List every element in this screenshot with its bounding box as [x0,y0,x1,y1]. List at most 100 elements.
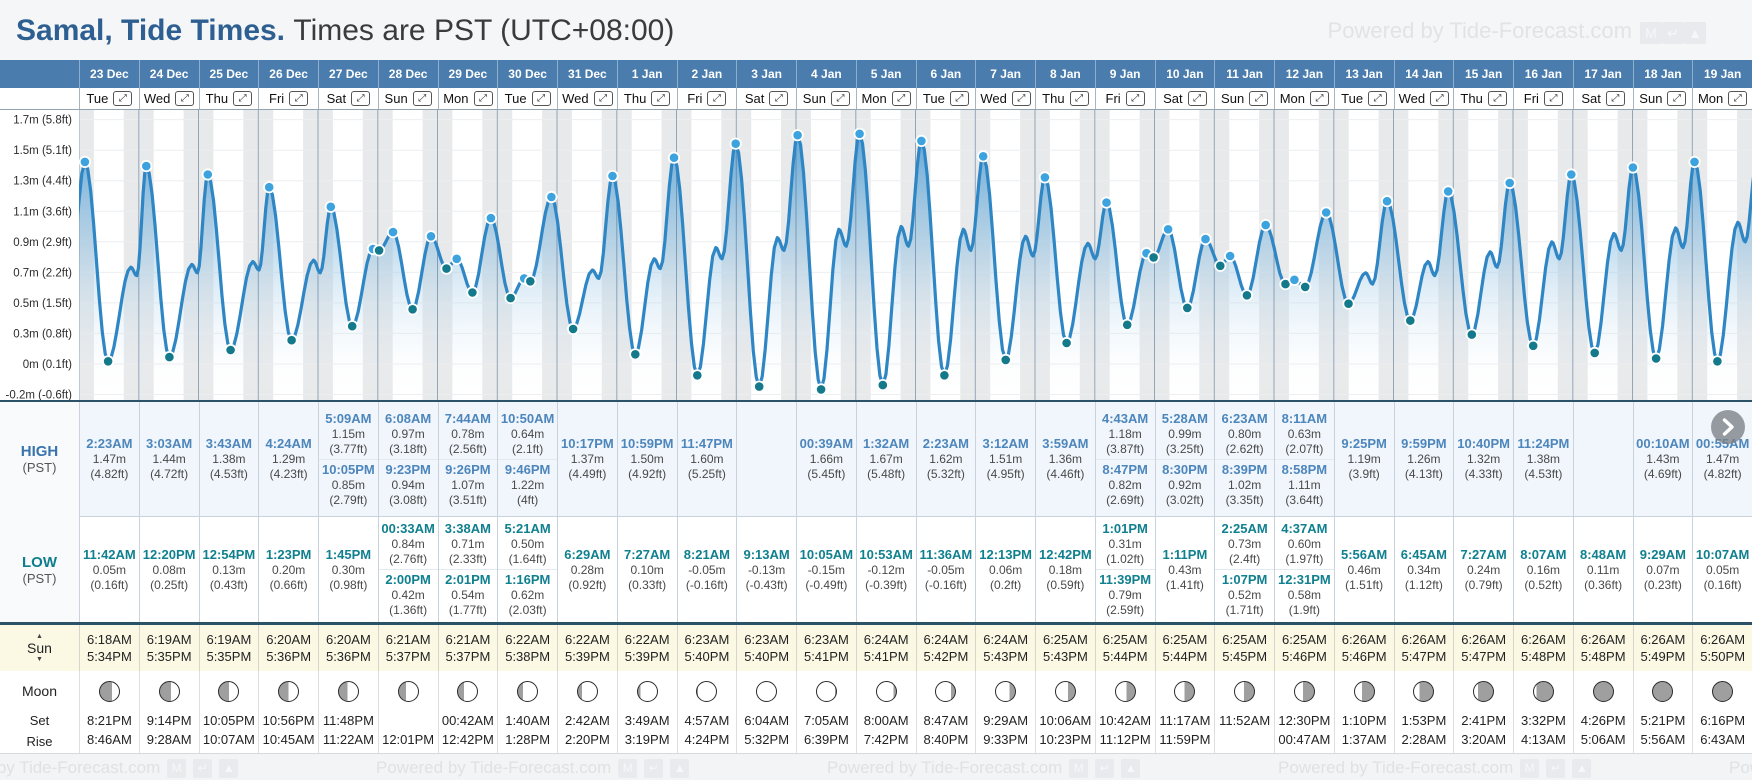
weekday-cell: Thu ⤢ [198,88,259,109]
expand-day-button[interactable]: ⤢ [1605,91,1625,106]
moonset-time-cell: 1:53PM [1393,711,1454,730]
high-tide-cell: 00:10AM 1.43m (4.69ft) [1632,402,1693,516]
weekday-cell: Sun ⤢ [377,88,438,109]
expand-day-button[interactable]: ⤢ [707,91,727,106]
expand-day-button[interactable]: ⤢ [1125,91,1145,106]
expand-day-button[interactable]: ⤢ [949,91,969,106]
footer-watermark-text: Powered by Tide-Forecast.com [376,758,612,777]
high-tide-point [853,127,866,140]
weekday-label: Mon [861,91,887,106]
low-tide-cell: 3:38AM 0.71m (2.33ft) 2:01PM 0.54m (1.77ft) [437,516,498,622]
expand-day-button[interactable]: ⤢ [651,91,671,106]
date-cell: 6 Jan [915,60,976,88]
high-tide-point [79,155,91,168]
moon-phase-icon [1234,680,1256,702]
moonrise-time-cell: 00:47AM [1274,730,1334,753]
tide-entry: 8:11AM 0.63m (2.07ft) [1281,410,1328,456]
next-days-button[interactable] [1711,410,1745,444]
sunrise-time: 6:23AM [684,632,730,647]
high-tide-cell: 5:28AM 0.99m (3.25ft) 8:30PM 0.92m (3.02ft) [1154,402,1215,516]
low-tide-cell: 2:25AM 0.73m (2.4ft) 1:07PM 0.52m (1.71ft) [1214,516,1274,622]
tide-entry: 3:59AM 1.36m (4.46ft) [1042,436,1089,481]
tide-curve-svg: 1.7m (5.8ft) 1.5m (5.1ft) 1.3m (4.4ft) 1.1m… [6,110,1752,402]
high-tide-cell: 3:03AM 1.44m (4.72ft) [138,402,199,516]
timezone-subtitle: Times are PST (UTC+08:00) [293,14,675,47]
weekday-label: Fri [687,91,703,106]
expand-day-button[interactable]: ⤢ [891,91,911,106]
expand-day-button[interactable]: ⤢ [769,91,789,106]
expand-day-button[interactable]: ⤢ [1430,91,1450,106]
date-cell: 10 Jan [1154,60,1215,88]
weekday-label: Tue [1341,91,1364,106]
low-tide-cell: 12:42PM 0.18m (0.59ft) [1035,516,1095,622]
expand-day-button[interactable]: ⤢ [1728,91,1748,106]
sun-times-cell: 6:23AM 5:40PM [676,625,737,671]
moon-phase-icon [1413,680,1435,702]
moonrise-time-cell: 5:32PM [736,730,796,753]
low-tide-cell: 12:13PM 0.06m (0.2ft) [975,516,1035,622]
weekday-label: Fri [1523,91,1539,106]
low-tide-cell: 12:20PM 0.08m (0.25ft) [138,516,199,622]
tide-entry: 12:54PM 0.13m (0.43ft) [202,546,256,592]
sun-times-cell: 6:22AM 5:39PM [616,625,677,671]
expand-day-button[interactable]: ⤢ [412,91,432,106]
expand-day-button[interactable]: ⤢ [830,91,850,106]
moon-cell [1333,671,1394,711]
low-tide-row: LOW (PST) 11:42AM 0.05m (0.16ft) 12:20PM 0.0… [0,516,1752,622]
tide-entry: 9:59PM 1.26m (4.13ft) [1401,436,1447,481]
expand-day-button[interactable]: ⤢ [1667,91,1687,106]
moon-phase-icon [1532,680,1554,702]
date-cell: 27 Dec [318,60,378,88]
sun-times-cell: 6:26AM 5:47PM [1393,625,1454,671]
expand-day-button[interactable]: ⤢ [1069,91,1089,106]
moon-phase-icon [756,680,778,702]
high-tide-cell: 10:17PM 1.37m (4.49ft) [557,402,617,516]
sunrise-time: 6:22AM [624,632,670,647]
expand-day-button[interactable]: ⤢ [1011,91,1031,106]
expand-day-button[interactable]: ⤢ [1249,91,1269,106]
watermark-logo-icon: ▲ [219,758,239,778]
expand-day-button[interactable]: ⤢ [233,91,253,106]
tide-entry: 10:17PM 1.37m (4.49ft) [561,436,614,481]
moon-phase-icon [1353,680,1375,702]
weekday-cell: Tue ⤢ [79,88,139,109]
expand-day-button[interactable]: ⤢ [289,91,309,106]
sun-times-cell: 6:25AM 5:43PM [1035,625,1095,671]
expand-day-button[interactable]: ⤢ [593,91,613,106]
moon-cell [138,671,199,711]
expand-day-button[interactable]: ⤢ [1368,91,1388,106]
low-tide-cell: 12:54PM 0.13m (0.43ft) [198,516,259,622]
expand-day-button[interactable]: ⤢ [473,91,493,106]
date-cell: 14 Jan [1393,60,1454,88]
tide-entry: 12:31PM 0.58m (1.9ft) [1275,569,1334,620]
low-tide-cell: 7:27AM 0.10m (0.33ft) [616,516,677,622]
expand-day-button[interactable]: ⤢ [1543,91,1563,106]
sun-times-cell: 6:26AM 5:48PM [1513,625,1573,671]
date-cell: 16 Jan [1513,60,1573,88]
low-tide-cell: 10:07AM 0.05m (0.16ft) [1692,516,1752,622]
expand-day-button[interactable]: ⤢ [1487,91,1507,106]
expand-day-button[interactable]: ⤢ [113,91,133,106]
expand-day-button[interactable]: ⤢ [531,91,551,106]
expand-day-button[interactable]: ⤢ [175,91,195,106]
tide-entry: 1:07PM 0.52m (1.71ft) [1215,569,1274,620]
moon-phase-icon [1114,680,1136,702]
watermark-logo-icon: ↵ [644,758,664,778]
sunset-time: 5:35PM [206,649,252,664]
expand-day-button[interactable]: ⤢ [1187,91,1207,106]
moon-phase-row: Moon [0,671,1752,711]
tide-entry: 4:37AM 0.60m (1.97ft) [1281,521,1328,566]
sunrise-time: 6:20AM [266,632,312,647]
sunrise-time: 6:25AM [1222,632,1268,647]
sun-times-cell: 6:23AM 5:41PM [796,625,856,671]
low-tide-point [406,303,419,316]
sunset-time: 5:37PM [385,649,431,664]
expand-day-button[interactable]: ⤢ [1310,91,1330,106]
sun-times-cell: 6:18AM 5:34PM [79,625,139,671]
expand-day-button[interactable]: ⤢ [351,91,371,106]
weekday-cell: Sat ⤢ [318,88,378,109]
